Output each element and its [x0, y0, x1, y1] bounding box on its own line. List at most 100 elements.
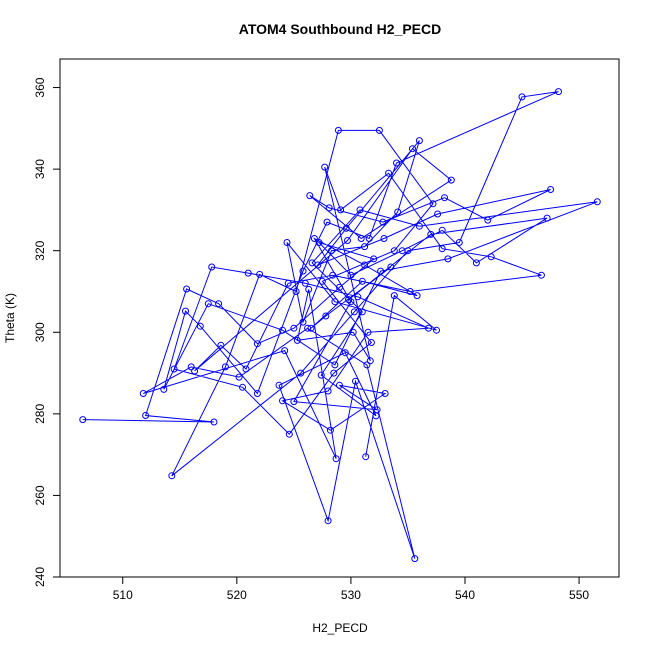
- data-point: [406, 288, 414, 295]
- data-point: [372, 412, 380, 420]
- data-point: [215, 300, 223, 308]
- data-point: [307, 324, 315, 332]
- data-point: [555, 88, 562, 96]
- data-point: [364, 328, 372, 336]
- y-tick-label: 240: [33, 567, 47, 587]
- data-point: [242, 365, 250, 373]
- data-point: [334, 126, 342, 134]
- data-point: [390, 247, 398, 255]
- data-point: [393, 159, 400, 167]
- data-point: [342, 224, 350, 232]
- data-point: [304, 324, 312, 332]
- y-tick-label: 340: [33, 159, 47, 179]
- data-point: [330, 369, 338, 377]
- data-point: [235, 373, 243, 381]
- data-point: [347, 271, 355, 279]
- data-point: [331, 298, 339, 306]
- data-point: [537, 271, 545, 279]
- data-point: [347, 298, 355, 306]
- data-point: [361, 261, 369, 269]
- data-point: [324, 387, 332, 395]
- data-point: [305, 285, 313, 293]
- data-point: [283, 239, 291, 246]
- data-point: [425, 324, 432, 332]
- data-point: [79, 416, 87, 424]
- y-tick-label: 300: [33, 322, 47, 342]
- data-point: [411, 555, 419, 563]
- data-point: [183, 285, 191, 293]
- data-point: [427, 230, 435, 238]
- data-point: [429, 200, 437, 208]
- data-point: [331, 361, 339, 369]
- data-point: [301, 279, 309, 287]
- data-point: [332, 455, 340, 463]
- chart-title: ATOM4 Southbound H2_PECD: [239, 21, 441, 37]
- data-point: [387, 263, 395, 271]
- data-point: [196, 322, 204, 330]
- data-point: [336, 381, 343, 389]
- data-point: [341, 349, 349, 357]
- data-point: [160, 385, 168, 393]
- data-point: [325, 204, 333, 212]
- data-point: [518, 93, 526, 101]
- data-point: [323, 218, 331, 226]
- data-point: [281, 347, 289, 355]
- series-layer: [79, 88, 601, 563]
- data-point: [204, 300, 212, 308]
- data-point: [358, 277, 366, 285]
- data-point: [363, 361, 371, 369]
- data-point: [379, 218, 387, 226]
- data-point: [358, 308, 366, 316]
- x-axis-label: H2_PECD: [312, 621, 368, 635]
- x-tick-label: 520: [227, 588, 247, 602]
- data-point: [326, 426, 334, 434]
- data-point: [322, 312, 330, 320]
- data-point: [279, 397, 286, 405]
- x-tick-label: 540: [455, 588, 475, 602]
- data-point: [139, 390, 147, 397]
- data-point: [366, 357, 374, 365]
- data-point: [142, 412, 150, 419]
- data-point: [187, 363, 195, 371]
- data-point: [434, 210, 442, 218]
- y-axis: 240 260 280 300 320 340 360: [33, 77, 61, 587]
- data-point: [345, 296, 353, 304]
- data-point: [357, 235, 365, 242]
- data-point: [390, 292, 398, 300]
- data-point: [182, 307, 189, 315]
- data-point: [324, 517, 332, 525]
- data-point: [337, 206, 345, 214]
- data-point: [404, 247, 412, 255]
- data-point: [168, 472, 176, 480]
- data-point: [350, 308, 358, 316]
- series-line: [82, 91, 598, 559]
- data-point: [370, 255, 378, 263]
- data-point: [593, 198, 601, 206]
- data-point: [415, 222, 423, 230]
- data-point: [377, 267, 385, 275]
- data-point: [438, 226, 446, 234]
- data-point: [314, 261, 322, 269]
- data-point: [279, 326, 286, 334]
- data-point: [217, 341, 225, 349]
- data-point: [441, 194, 448, 202]
- data-point: [349, 328, 357, 336]
- y-axis-label: Theta (K): [3, 293, 17, 343]
- data-point: [210, 418, 218, 426]
- data-point: [293, 336, 301, 344]
- data-point: [362, 453, 370, 461]
- data-point: [484, 216, 492, 224]
- data-point: [472, 259, 480, 267]
- data-point: [285, 430, 293, 438]
- data-point: [253, 390, 261, 397]
- data-point: [455, 239, 463, 246]
- data-point: [543, 214, 551, 222]
- data-point: [315, 239, 323, 246]
- data-point: [170, 365, 178, 373]
- data-point: [244, 269, 252, 277]
- x-tick-label: 550: [569, 588, 589, 602]
- data-point: [409, 145, 416, 153]
- data-point: [354, 293, 362, 301]
- data-point: [221, 363, 229, 371]
